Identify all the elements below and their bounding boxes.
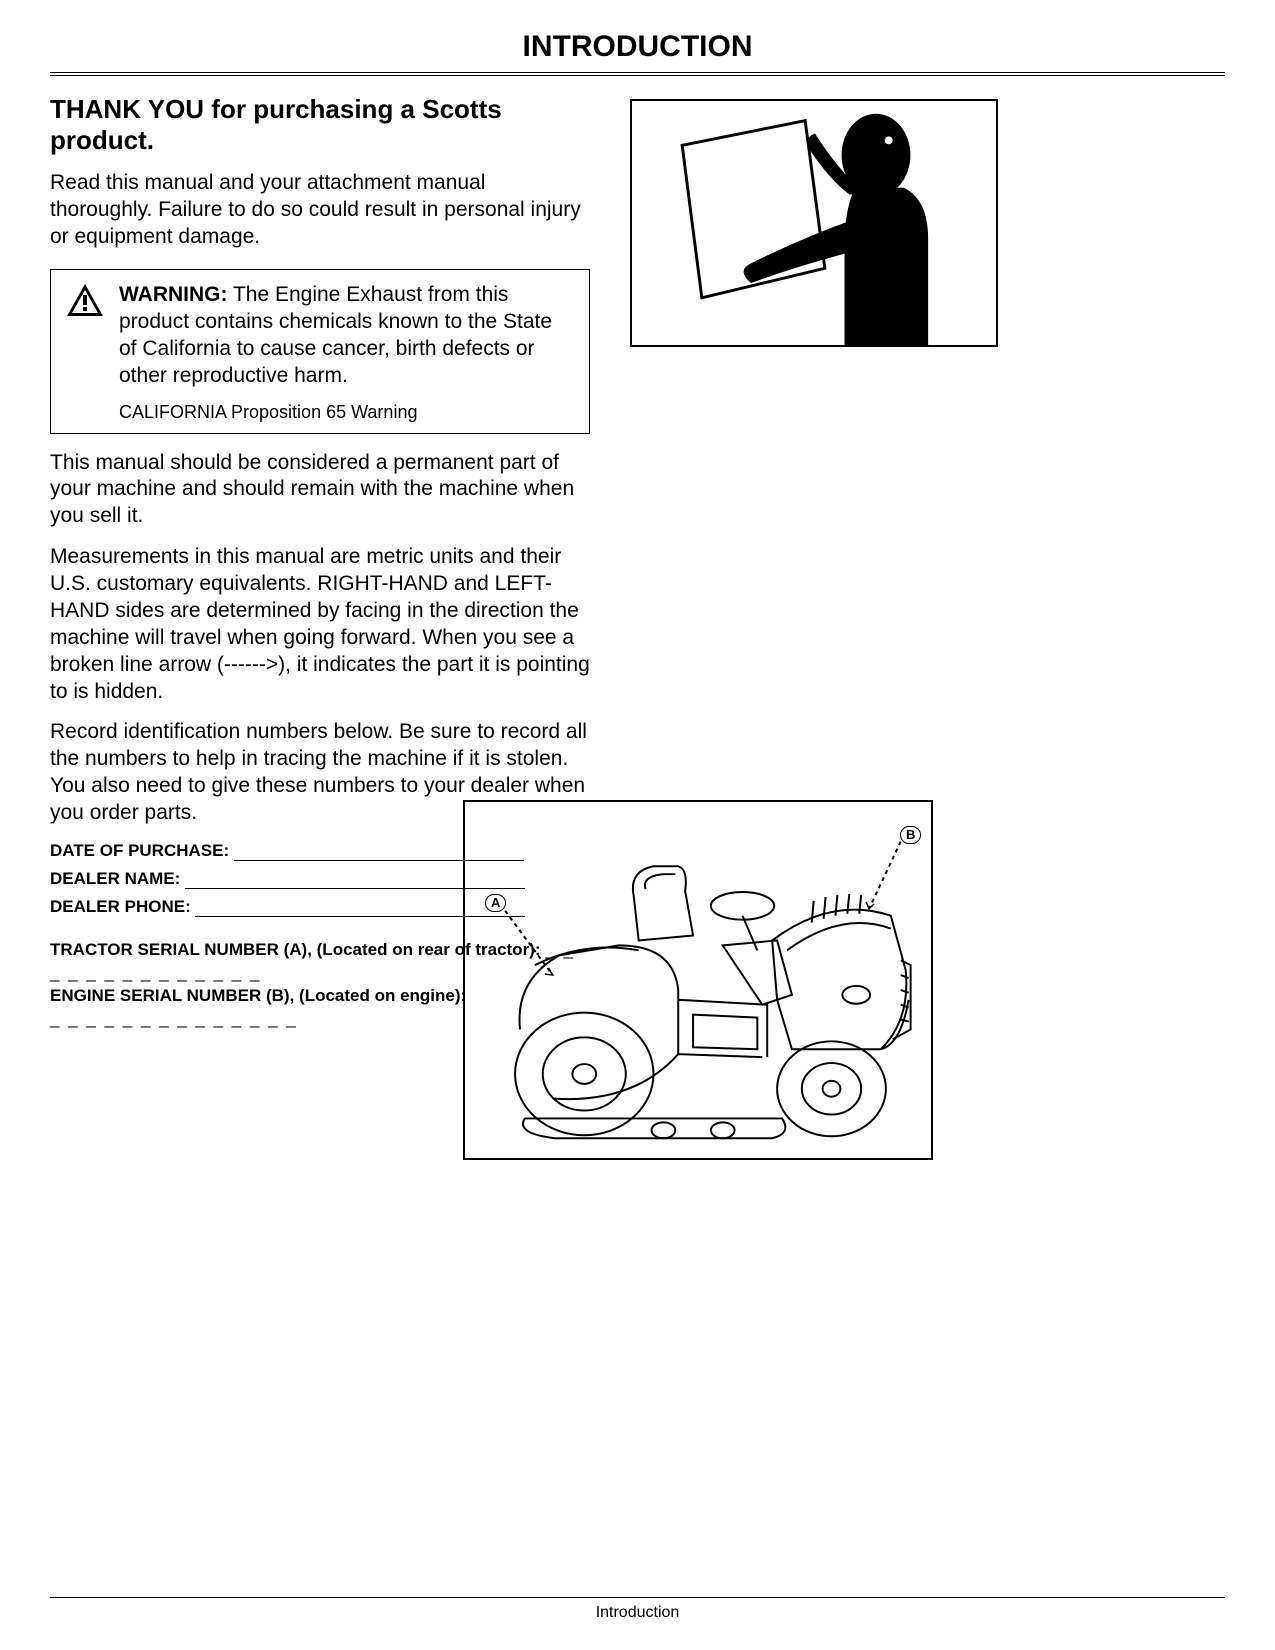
reading-figure — [630, 99, 998, 347]
intro-paragraph: Read this manual and your attachment man… — [50, 170, 590, 251]
person-reading-icon — [632, 101, 996, 345]
dealer-name-label: DEALER NAME: — [50, 869, 180, 888]
footer-text: Introduction — [0, 1604, 1275, 1622]
warning-label: WARNING: — [119, 283, 228, 306]
dealer-phone-label: DEALER PHONE: — [50, 897, 191, 916]
warning-icon — [65, 282, 105, 323]
callout-b: B — [900, 826, 921, 844]
date-label: DATE OF PURCHASE: — [50, 841, 229, 860]
tractor-icon — [465, 802, 931, 1158]
engine-serial-label: ENGINE SERIAL NUMBER (B), (Located on en… — [50, 986, 466, 1005]
footer-divider — [50, 1597, 1225, 1598]
thank-you-heading: THANK YOU for purchasing a Scotts produc… — [50, 94, 590, 156]
engine-serial-dashes[interactable]: _ _ _ _ _ _ _ _ _ _ _ _ _ _ — [50, 1009, 298, 1028]
paragraph-measurements: Measurements in this manual are metric u… — [50, 544, 590, 705]
warning-box: WARNING: The Engine Exhaust from this pr… — [50, 269, 590, 434]
paragraph-permanent: This manual should be considered a perma… — [50, 450, 590, 531]
warning-text-block: WARNING: The Engine Exhaust from this pr… — [119, 282, 575, 423]
callout-a: A — [485, 894, 506, 912]
warning-subtext: CALIFORNIA Proposition 65 Warning — [119, 402, 575, 423]
warning-message: WARNING: The Engine Exhaust from this pr… — [119, 282, 575, 390]
tractor-figure: A B — [463, 800, 933, 1160]
page-title: INTRODUCTION — [50, 30, 1225, 72]
title-divider — [50, 72, 1225, 76]
